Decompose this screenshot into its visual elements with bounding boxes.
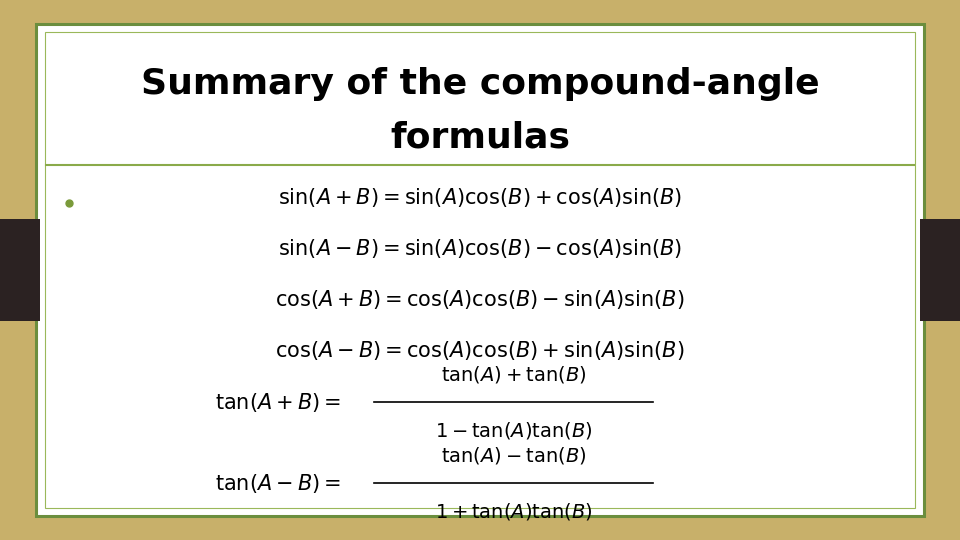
Text: $\sin(A - B) = \sin(A)\cos(B) - \cos(A)\sin(B)$: $\sin(A - B) = \sin(A)\cos(B) - \cos(A)\… xyxy=(277,237,683,260)
FancyBboxPatch shape xyxy=(36,24,924,516)
FancyBboxPatch shape xyxy=(0,219,40,321)
FancyBboxPatch shape xyxy=(920,219,960,321)
Text: $\tan(A) - \tan(B)$: $\tan(A) - \tan(B)$ xyxy=(441,445,587,465)
Text: $\tan(A + B) =$: $\tan(A + B) =$ xyxy=(215,391,341,414)
Text: $1 + \tan(A)\tan(B)$: $1 + \tan(A)\tan(B)$ xyxy=(435,501,592,522)
Text: Summary of the compound-angle: Summary of the compound-angle xyxy=(141,67,819,100)
Text: formulas: formulas xyxy=(390,121,570,154)
Text: $1 - \tan(A)\tan(B)$: $1 - \tan(A)\tan(B)$ xyxy=(435,420,592,441)
Text: $\sin(A + B) = \sin(A)\cos(B) + \cos(A)\sin(B)$: $\sin(A + B) = \sin(A)\cos(B) + \cos(A)\… xyxy=(277,186,683,208)
Text: $\cos(A + B) = \cos(A)\cos(B) - \sin(A)\sin(B)$: $\cos(A + B) = \cos(A)\cos(B) - \sin(A)\… xyxy=(276,288,684,311)
Text: $\tan(A - B) =$: $\tan(A - B) =$ xyxy=(215,472,341,495)
Text: $\cos(A - B) = \cos(A)\cos(B) + \sin(A)\sin(B)$: $\cos(A - B) = \cos(A)\cos(B) + \sin(A)\… xyxy=(276,340,684,362)
Text: $\tan(A) + \tan(B)$: $\tan(A) + \tan(B)$ xyxy=(441,364,587,384)
